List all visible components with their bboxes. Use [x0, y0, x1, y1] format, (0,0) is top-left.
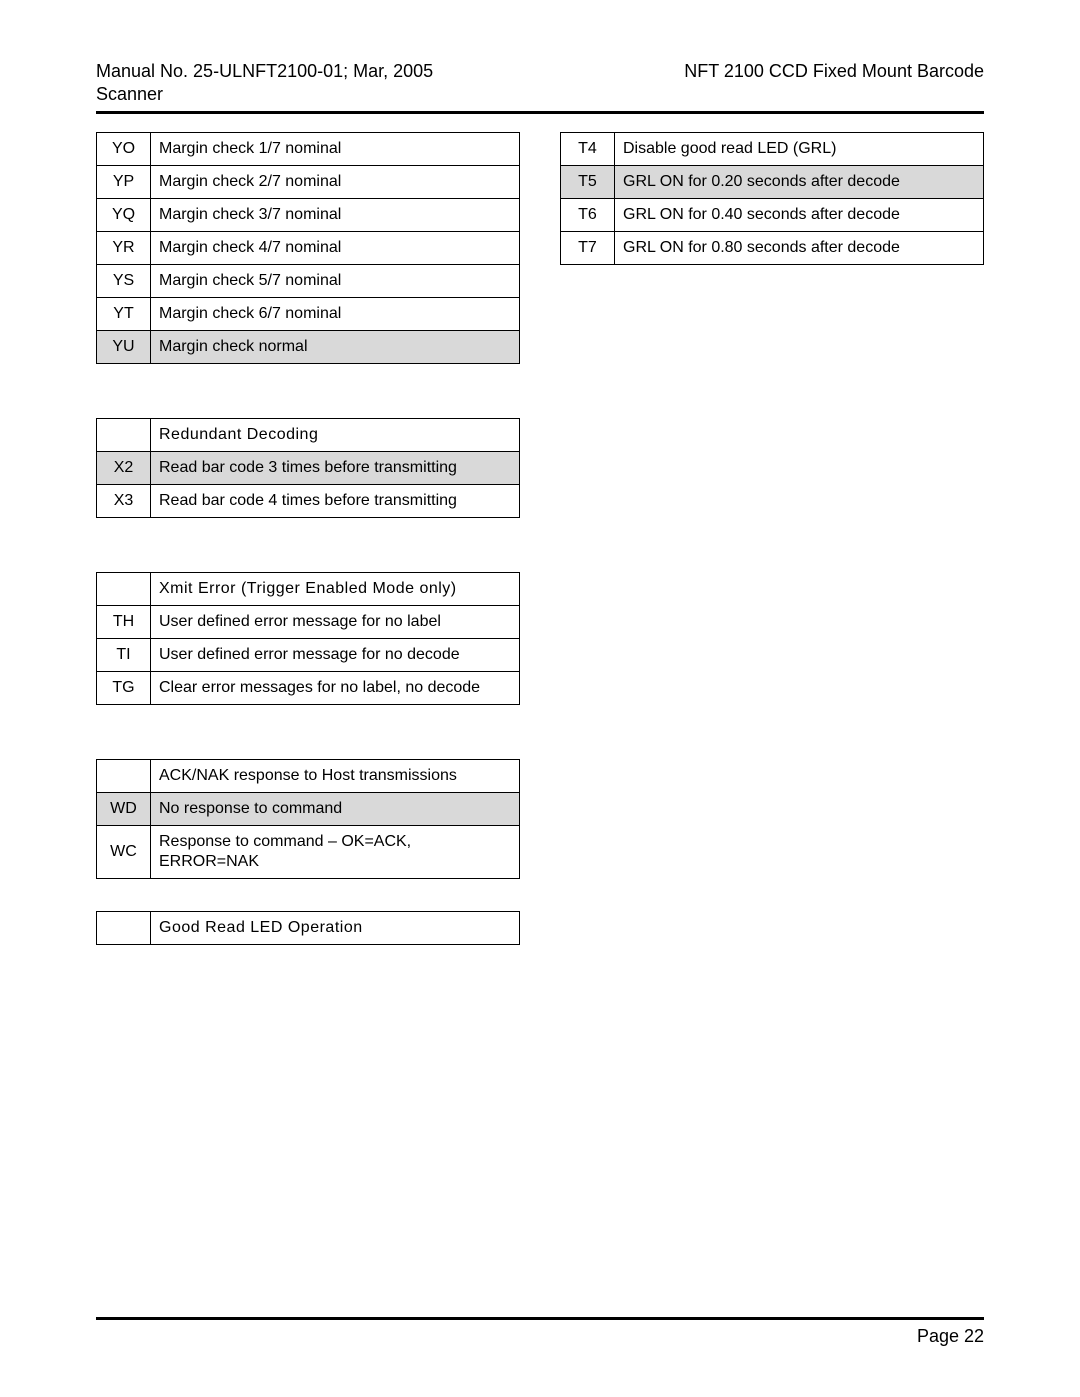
header-rule: [96, 111, 984, 114]
table-row: YR Margin check 4/7 nominal: [97, 231, 520, 264]
grl-rows-table: T4 Disable good read LED (GRL) T5 GRL ON…: [560, 132, 984, 265]
table-row: YQ Margin check 3/7 nominal: [97, 198, 520, 231]
desc-cell: Read bar code 4 times before transmittin…: [151, 484, 520, 517]
desc-cell: User defined error message for no label: [151, 605, 520, 638]
code-cell: [97, 572, 151, 605]
table-row: X3 Read bar code 4 times before transmit…: [97, 484, 520, 517]
table-row: TH User defined error message for no lab…: [97, 605, 520, 638]
desc-cell: Margin check 4/7 nominal: [151, 231, 520, 264]
table-row: WC Response to command – OK=ACK, ERROR=N…: [97, 825, 520, 878]
code-cell: T5: [561, 165, 615, 198]
table-row: TG Clear error messages for no label, no…: [97, 671, 520, 704]
desc-cell: Read bar code 3 times before transmittin…: [151, 451, 520, 484]
desc-cell: Clear error messages for no label, no de…: [151, 671, 520, 704]
left-column: YO Margin check 1/7 nominal YP Margin ch…: [96, 132, 520, 945]
table-row: WD No response to command: [97, 792, 520, 825]
table-row: YS Margin check 5/7 nominal: [97, 264, 520, 297]
page: Manual No. 25-ULNFT2100-01; Mar, 2005 NF…: [0, 0, 1080, 1397]
desc-cell: GRL ON for 0.80 seconds after decode: [615, 231, 984, 264]
table-row: YT Margin check 6/7 nominal: [97, 297, 520, 330]
footer-rule: [96, 1317, 984, 1320]
redundant-decoding-table: Redundant Decoding X2 Read bar code 3 ti…: [96, 418, 520, 518]
right-column: T4 Disable good read LED (GRL) T5 GRL ON…: [560, 132, 984, 945]
table-row: T7 GRL ON for 0.80 seconds after decode: [561, 231, 984, 264]
section-header-row: Good Read LED Operation: [97, 911, 520, 944]
section-header-cell: Good Read LED Operation: [151, 911, 520, 944]
header-right: NFT 2100 CCD Fixed Mount Barcode: [684, 60, 984, 83]
page-number: Page 22: [96, 1326, 984, 1347]
code-cell: YQ: [97, 198, 151, 231]
page-footer: Page 22: [96, 1317, 984, 1347]
table-row: T5 GRL ON for 0.20 seconds after decode: [561, 165, 984, 198]
code-cell: T7: [561, 231, 615, 264]
table-row: T4 Disable good read LED (GRL): [561, 132, 984, 165]
xmit-error-table: Xmit Error (Trigger Enabled Mode only) T…: [96, 572, 520, 705]
table-row: YO Margin check 1/7 nominal: [97, 132, 520, 165]
desc-cell: Margin check 2/7 nominal: [151, 165, 520, 198]
desc-cell: Margin check normal: [151, 330, 520, 363]
code-cell: TI: [97, 638, 151, 671]
header-left: Manual No. 25-ULNFT2100-01; Mar, 2005: [96, 60, 433, 83]
code-cell: TH: [97, 605, 151, 638]
code-cell: X2: [97, 451, 151, 484]
grl-header-table: Good Read LED Operation: [96, 911, 520, 945]
desc-cell: GRL ON for 0.20 seconds after decode: [615, 165, 984, 198]
code-cell: WD: [97, 792, 151, 825]
acknak-table: ACK/NAK response to Host transmissions W…: [96, 759, 520, 879]
code-cell: TG: [97, 671, 151, 704]
code-cell: YR: [97, 231, 151, 264]
page-header: Manual No. 25-ULNFT2100-01; Mar, 2005 NF…: [96, 60, 984, 107]
desc-cell: Response to command – OK=ACK, ERROR=NAK: [151, 825, 520, 878]
code-cell: T4: [561, 132, 615, 165]
code-cell: YO: [97, 132, 151, 165]
desc-cell: Margin check 6/7 nominal: [151, 297, 520, 330]
section-header-cell: ACK/NAK response to Host transmissions: [151, 759, 520, 792]
table-row: X2 Read bar code 3 times before transmit…: [97, 451, 520, 484]
code-cell: YP: [97, 165, 151, 198]
code-cell: [97, 418, 151, 451]
desc-cell: Disable good read LED (GRL): [615, 132, 984, 165]
margin-check-table: YO Margin check 1/7 nominal YP Margin ch…: [96, 132, 520, 364]
section-header-row: ACK/NAK response to Host transmissions: [97, 759, 520, 792]
code-cell: YU: [97, 330, 151, 363]
desc-cell: Margin check 1/7 nominal: [151, 132, 520, 165]
section-header-row: Xmit Error (Trigger Enabled Mode only): [97, 572, 520, 605]
code-cell: T6: [561, 198, 615, 231]
desc-cell: Margin check 5/7 nominal: [151, 264, 520, 297]
table-row: TI User defined error message for no dec…: [97, 638, 520, 671]
code-cell: YT: [97, 297, 151, 330]
desc-cell: Margin check 3/7 nominal: [151, 198, 520, 231]
code-cell: [97, 759, 151, 792]
desc-cell: GRL ON for 0.40 seconds after decode: [615, 198, 984, 231]
table-row: YU Margin check normal: [97, 330, 520, 363]
desc-cell: User defined error message for no decode: [151, 638, 520, 671]
section-header-cell: Redundant Decoding: [151, 418, 520, 451]
code-cell: X3: [97, 484, 151, 517]
two-column-layout: YO Margin check 1/7 nominal YP Margin ch…: [96, 132, 984, 945]
code-cell: WC: [97, 825, 151, 878]
code-cell: [97, 911, 151, 944]
section-header-row: Redundant Decoding: [97, 418, 520, 451]
table-row: T6 GRL ON for 0.40 seconds after decode: [561, 198, 984, 231]
section-header-cell: Xmit Error (Trigger Enabled Mode only): [151, 572, 520, 605]
desc-cell: No response to command: [151, 792, 520, 825]
header-below: Scanner: [96, 83, 984, 106]
code-cell: YS: [97, 264, 151, 297]
table-row: YP Margin check 2/7 nominal: [97, 165, 520, 198]
